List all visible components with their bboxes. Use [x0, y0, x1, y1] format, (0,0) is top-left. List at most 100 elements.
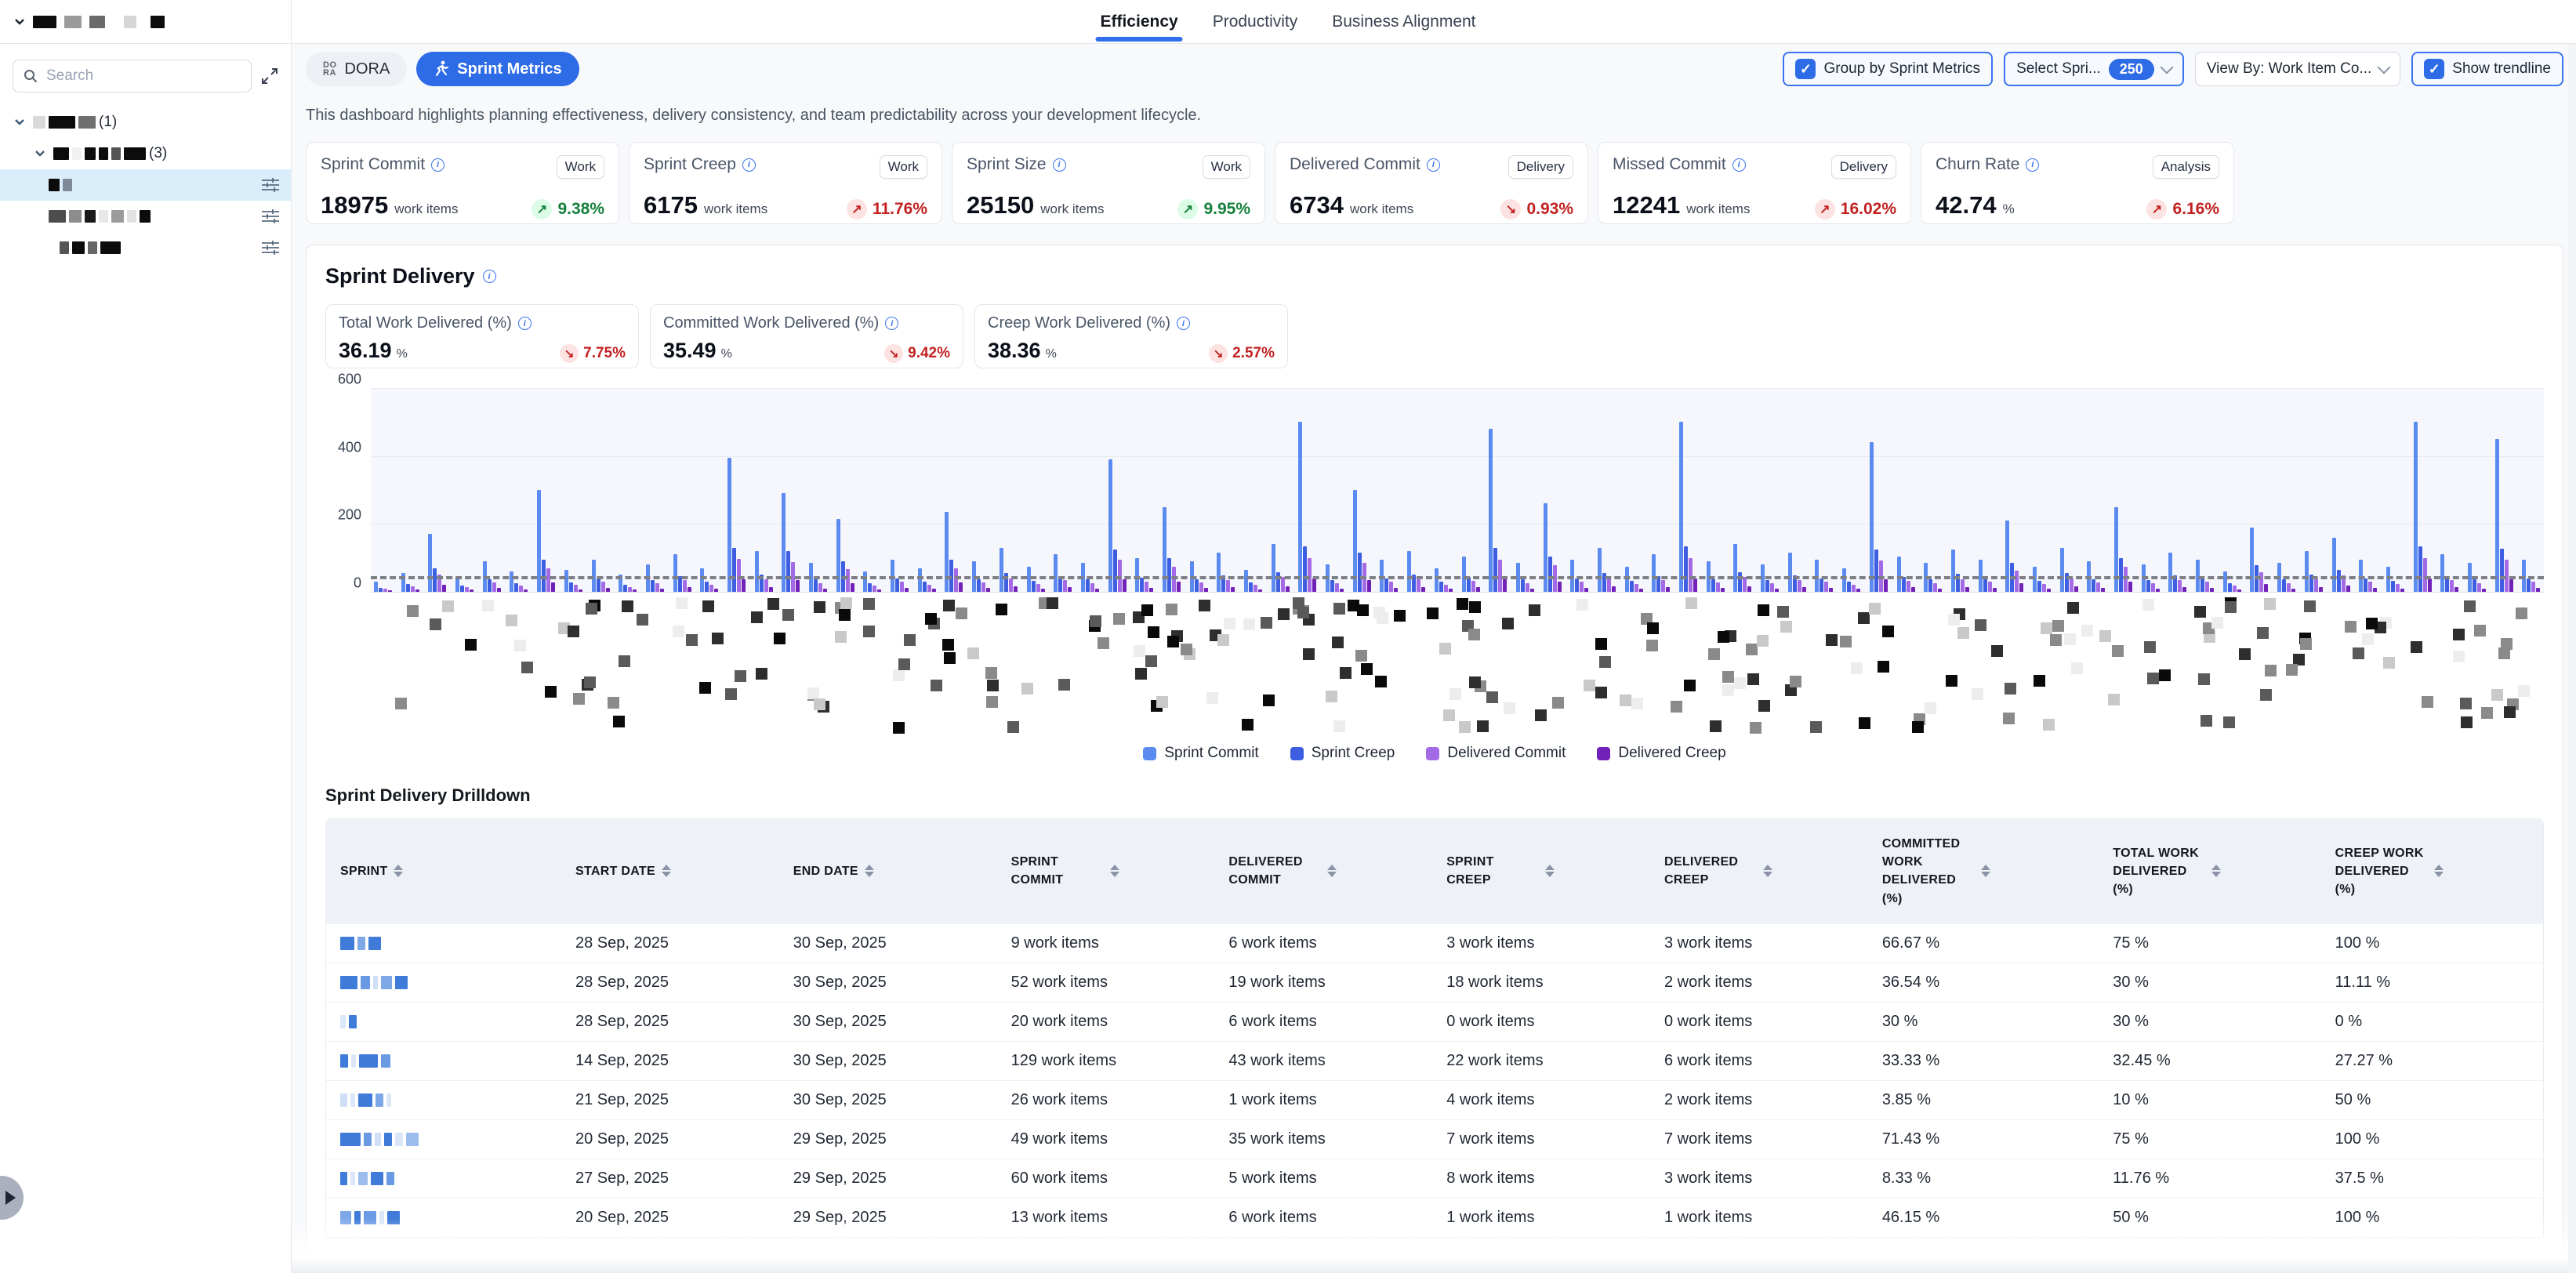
- table-row[interactable]: 21 Sep, 2025 30 Sep, 2025 26 work items 1 w…: [326, 1079, 2543, 1119]
- bar-group[interactable]: [374, 582, 392, 592]
- info-icon[interactable]: i: [1426, 158, 1440, 172]
- bar-group[interactable]: [591, 559, 610, 592]
- sort-icon[interactable]: [1980, 865, 1990, 878]
- bar-group[interactable]: [2522, 559, 2541, 592]
- legend-item-delivered-commit[interactable]: Delivered Commit: [1426, 745, 1566, 762]
- bar-group[interactable]: [1135, 557, 1154, 592]
- bar-group[interactable]: [2032, 566, 2051, 592]
- bar-group[interactable]: [1815, 559, 1834, 592]
- search-input[interactable]: Search: [13, 60, 252, 92]
- info-icon[interactable]: i: [2026, 158, 2040, 172]
- tab-business-alignment[interactable]: Business Alignment: [1332, 13, 1476, 31]
- table-row[interactable]: 28 Sep, 2025 30 Sep, 2025 9 work items 6 wo…: [326, 923, 2543, 963]
- bar-group[interactable]: [1896, 556, 1915, 592]
- bar-group[interactable]: [754, 551, 773, 592]
- view-by-dropdown[interactable]: View By: Work Item Co...: [2194, 52, 2401, 86]
- bar-group[interactable]: [1978, 559, 1997, 592]
- workspace-switcher[interactable]: [0, 0, 291, 44]
- bar-group[interactable]: [2222, 571, 2241, 592]
- bar-group[interactable]: [1652, 554, 1671, 592]
- filter-sliders-icon[interactable]: [261, 208, 280, 225]
- sidebar-tree-item[interactable]: (3): [0, 138, 291, 169]
- column-header-delivered-commit[interactable]: DELIVERED COMMIT: [1214, 830, 1432, 912]
- table-row[interactable]: 27 Sep, 2025 29 Sep, 2025 60 work items 5 w…: [326, 1158, 2543, 1198]
- column-header-sprint-commit[interactable]: SPRINT COMMIT: [997, 830, 1215, 912]
- bar-group[interactable]: [891, 559, 909, 592]
- sort-icon[interactable]: [1327, 865, 1337, 878]
- dora-toggle-button[interactable]: DO RA DORA: [306, 52, 408, 86]
- info-icon[interactable]: i: [482, 270, 496, 283]
- legend-item-sprint-commit[interactable]: Sprint Commit: [1143, 745, 1259, 762]
- bar-group[interactable]: [1787, 553, 1806, 592]
- bar-group[interactable]: [945, 512, 963, 592]
- table-row[interactable]: 28 Sep, 2025 30 Sep, 2025 20 work items 6 w…: [326, 1001, 2543, 1041]
- bar-group[interactable]: [2168, 553, 2187, 592]
- bar-group[interactable]: [1026, 566, 1045, 592]
- info-icon[interactable]: i: [517, 317, 532, 330]
- bar-group[interactable]: [1271, 544, 1290, 592]
- sidebar-tree-item[interactable]: (1): [0, 107, 291, 138]
- chevron-down-icon[interactable]: [14, 117, 25, 128]
- sort-icon[interactable]: [1763, 865, 1772, 878]
- bar-group[interactable]: [727, 457, 746, 592]
- bar-group[interactable]: [1298, 422, 1317, 592]
- bar-group[interactable]: [2059, 547, 2078, 592]
- bar-group[interactable]: [619, 575, 637, 592]
- bar-group[interactable]: [537, 490, 556, 592]
- bar-group[interactable]: [1679, 422, 1697, 592]
- column-header-start-date[interactable]: START DATE: [561, 830, 779, 912]
- bar-group[interactable]: [1434, 568, 1453, 592]
- sidebar-tree-item[interactable]: [0, 232, 291, 263]
- bar-group[interactable]: [863, 571, 882, 592]
- bar-group[interactable]: [564, 569, 582, 592]
- bar-group[interactable]: [1570, 559, 1589, 592]
- bar-group[interactable]: [1108, 459, 1127, 592]
- column-header-committed-work-delivered-[interactable]: COMMITTED WORK DELIVERED (%): [1868, 830, 2099, 912]
- bar-group[interactable]: [1950, 549, 1969, 592]
- bar-group[interactable]: [1407, 551, 1426, 592]
- bar-group[interactable]: [1380, 559, 1399, 592]
- bar-group[interactable]: [401, 573, 419, 592]
- filter-sliders-icon[interactable]: [261, 176, 280, 194]
- table-row[interactable]: 20 Sep, 2025 29 Sep, 2025 49 work items 35 …: [326, 1119, 2543, 1159]
- filter-sliders-icon[interactable]: [261, 239, 280, 256]
- bar-group[interactable]: [999, 547, 1018, 592]
- sprint-metrics-toggle-button[interactable]: Sprint Metrics: [416, 52, 579, 86]
- column-header-sprint[interactable]: SPRINT: [326, 830, 561, 912]
- bar-group[interactable]: [2304, 551, 2323, 592]
- sort-icon[interactable]: [394, 865, 404, 878]
- bar-group[interactable]: [700, 568, 719, 592]
- sort-icon[interactable]: [1109, 865, 1119, 878]
- bar-group[interactable]: [428, 534, 447, 592]
- table-row[interactable]: 14 Sep, 2025 30 Sep, 2025 129 work items 43…: [326, 1040, 2543, 1080]
- legend-item-sprint-creep[interactable]: Sprint Creep: [1290, 745, 1395, 762]
- bar-group[interactable]: [1869, 442, 1888, 592]
- bar-group[interactable]: [2386, 566, 2404, 592]
- bar-group[interactable]: [673, 554, 691, 592]
- sort-icon[interactable]: [2433, 865, 2444, 878]
- sidebar-tree-item-selected[interactable]: [0, 169, 291, 201]
- scrollbar[interactable]: [2568, 44, 2576, 1273]
- bar-group[interactable]: [2250, 527, 2269, 592]
- chevron-down-icon[interactable]: [34, 148, 45, 159]
- legend-item-delivered-creep[interactable]: Delivered Creep: [1597, 745, 1726, 762]
- select-sprints-dropdown[interactable]: Select Spri... 250: [2004, 52, 2184, 86]
- info-icon[interactable]: i: [431, 158, 445, 172]
- bar-group[interactable]: [1733, 544, 1752, 592]
- bar-group[interactable]: [2413, 422, 2432, 592]
- bar-group[interactable]: [2440, 554, 2459, 592]
- info-icon[interactable]: i: [1177, 317, 1191, 330]
- column-header-sprint-creep[interactable]: SPRINT CREEP: [1432, 830, 1650, 912]
- tab-productivity[interactable]: Productivity: [1212, 13, 1298, 31]
- sidebar-tree-item[interactable]: [0, 201, 291, 232]
- bar-group[interactable]: [1217, 553, 1235, 592]
- info-icon[interactable]: i: [742, 158, 756, 172]
- expand-panel-icon[interactable]: [261, 67, 278, 85]
- bar-group[interactable]: [1597, 547, 1616, 592]
- info-icon[interactable]: i: [885, 317, 899, 330]
- column-header-total-work-delivered-[interactable]: TOTAL WORK DELIVERED (%): [2099, 830, 2320, 912]
- bar-group[interactable]: [1162, 506, 1181, 592]
- bar-group[interactable]: [2331, 537, 2350, 592]
- bar-group[interactable]: [2005, 520, 2024, 592]
- bar-group[interactable]: [510, 571, 528, 592]
